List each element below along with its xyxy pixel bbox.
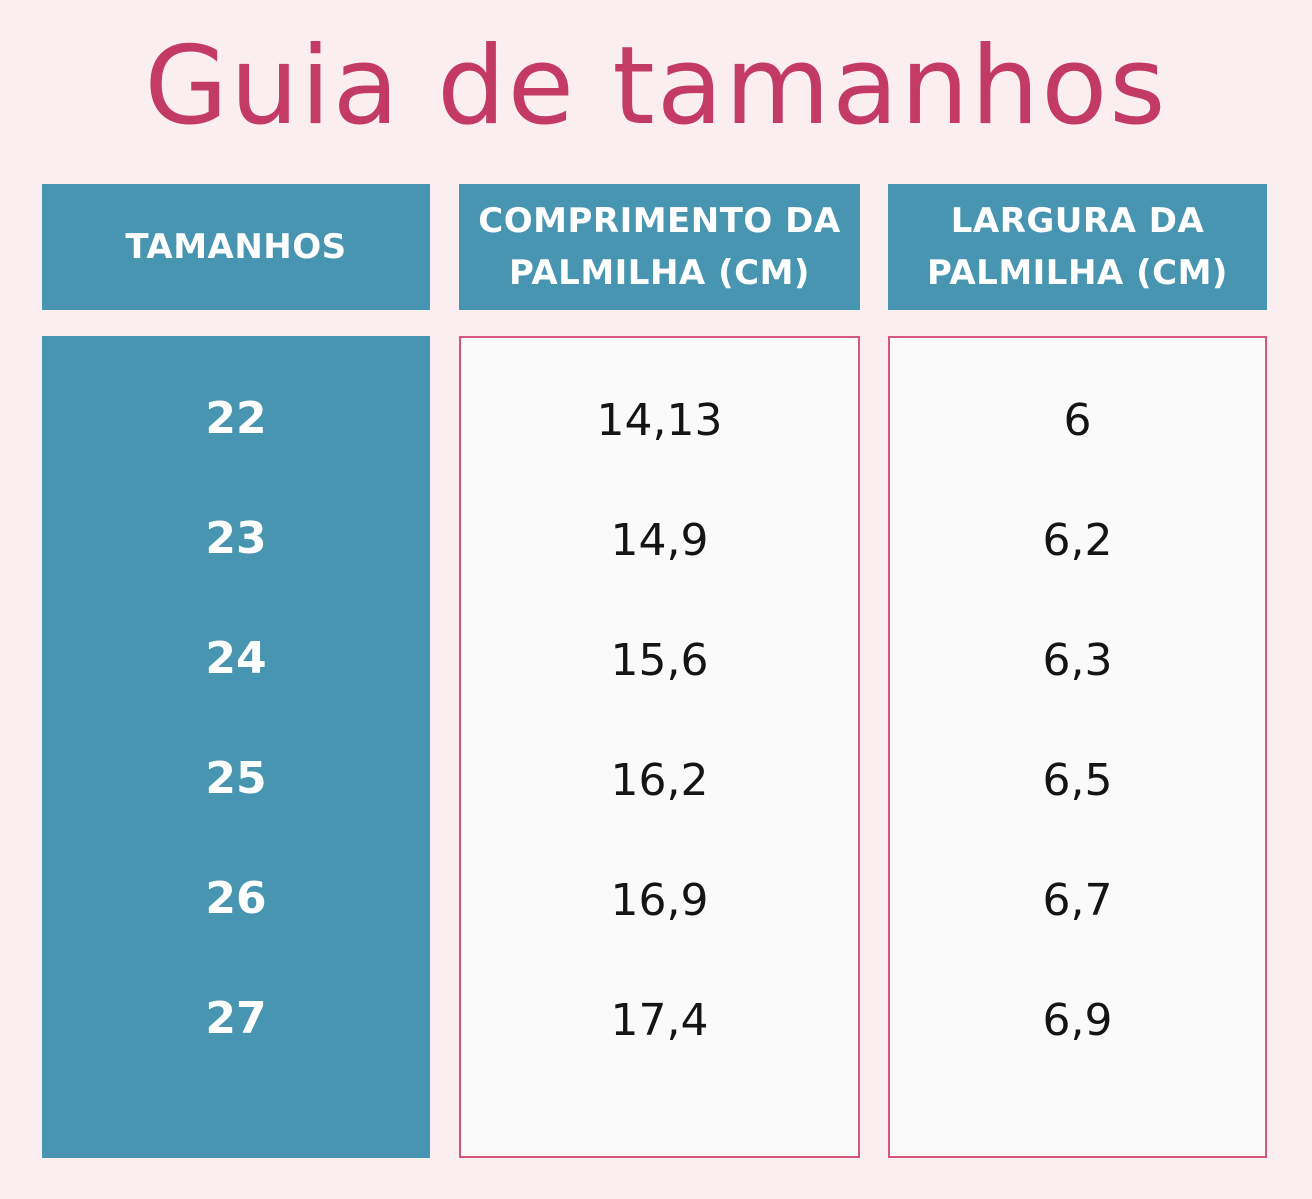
header-sizes: TAMANHOS <box>42 184 430 310</box>
insole-width-cell: 6,7 <box>1042 874 1113 926</box>
header-insole-length: COMPRIMENTO DA PALMILHA (CM) <box>459 184 860 310</box>
size-cell: 26 <box>205 872 267 924</box>
insole-width-cell: 6,5 <box>1042 754 1113 806</box>
insole-length-cell: 17,4 <box>610 994 709 1046</box>
insole-width-column: 6 6,2 6,3 6,5 6,7 6,9 <box>888 336 1267 1158</box>
sizes-column: 22 23 24 25 26 27 <box>42 336 430 1158</box>
insole-width-cell: 6,2 <box>1042 514 1113 566</box>
page-title: Guia de tamanhos <box>144 24 1168 149</box>
header-insole-width: LARGURA DA PALMILHA (CM) <box>888 184 1267 310</box>
size-cell: 25 <box>205 752 267 804</box>
size-cell: 27 <box>205 992 267 1044</box>
size-cell: 22 <box>205 392 267 444</box>
insole-length-cell: 14,9 <box>610 514 709 566</box>
insole-width-cell: 6,3 <box>1042 634 1113 686</box>
insole-width-cell: 6 <box>1063 394 1092 446</box>
insole-width-cell: 6,9 <box>1042 994 1113 1046</box>
size-cell: 24 <box>205 632 267 684</box>
insole-length-column: 14,13 14,9 15,6 16,2 16,9 17,4 <box>459 336 860 1158</box>
insole-length-cell: 16,9 <box>610 874 709 926</box>
size-cell: 23 <box>205 512 267 564</box>
insole-length-cell: 14,13 <box>596 394 723 446</box>
insole-length-cell: 16,2 <box>610 754 709 806</box>
insole-length-cell: 15,6 <box>610 634 709 686</box>
